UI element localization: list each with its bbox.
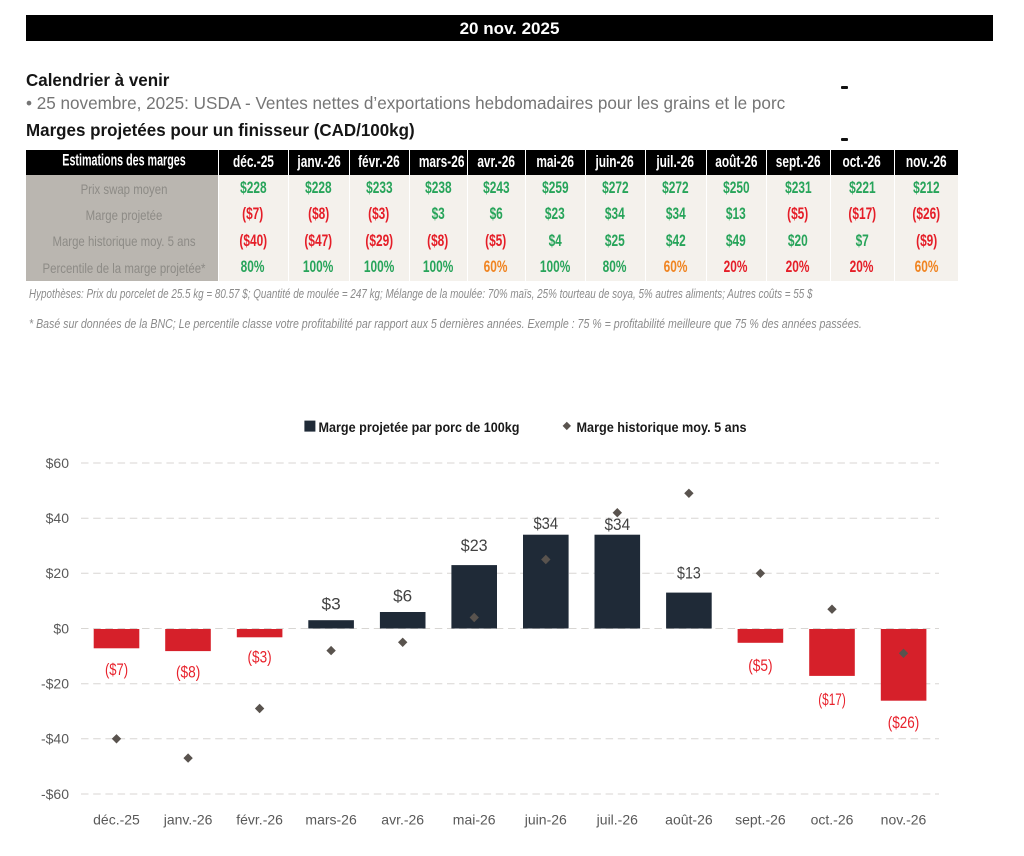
svg-text:($26): ($26) <box>888 714 920 732</box>
svg-text:août-26: août-26 <box>665 812 713 828</box>
svg-text:$60: $60 <box>46 455 70 471</box>
svg-text:-$40: -$40 <box>41 731 69 747</box>
svg-text:($7): ($7) <box>105 661 128 679</box>
svg-text:$0: $0 <box>53 620 69 636</box>
svg-text:juil.-26: juil.-26 <box>596 812 638 828</box>
svg-text:$34: $34 <box>533 515 558 533</box>
svg-text:($17): ($17) <box>818 691 846 709</box>
svg-text:janv.-26: janv.-26 <box>163 812 213 828</box>
svg-text:($5): ($5) <box>748 657 772 675</box>
svg-text:nov.-26: nov.-26 <box>881 812 927 828</box>
svg-text:$23: $23 <box>461 537 488 555</box>
svg-text:Marge projetée par porc de 100: Marge projetée par porc de 100kg <box>319 419 520 435</box>
svg-text:($3): ($3) <box>248 648 272 666</box>
svg-text:avr.-26: avr.-26 <box>381 812 424 828</box>
svg-text:mai-26: mai-26 <box>453 812 496 828</box>
svg-text:mars-26: mars-26 <box>305 812 357 828</box>
svg-text:-$20: -$20 <box>41 676 69 692</box>
svg-text:juin-26: juin-26 <box>524 812 567 828</box>
svg-text:-$60: -$60 <box>41 786 69 802</box>
svg-text:$3: $3 <box>322 595 341 613</box>
svg-text:oct.-26: oct.-26 <box>811 812 854 828</box>
svg-text:$13: $13 <box>677 565 701 583</box>
svg-text:sept.-26: sept.-26 <box>735 812 786 828</box>
svg-text:déc.-25: déc.-25 <box>93 812 140 828</box>
svg-text:$34: $34 <box>605 516 631 534</box>
svg-text:$20: $20 <box>46 565 70 581</box>
svg-text:Marge historique moy. 5 ans: Marge historique moy. 5 ans <box>577 419 747 435</box>
svg-text:févr.-26: févr.-26 <box>236 812 283 828</box>
svg-text:($8): ($8) <box>176 664 200 682</box>
svg-text:$6: $6 <box>393 587 412 605</box>
svg-text:$40: $40 <box>46 510 70 526</box>
